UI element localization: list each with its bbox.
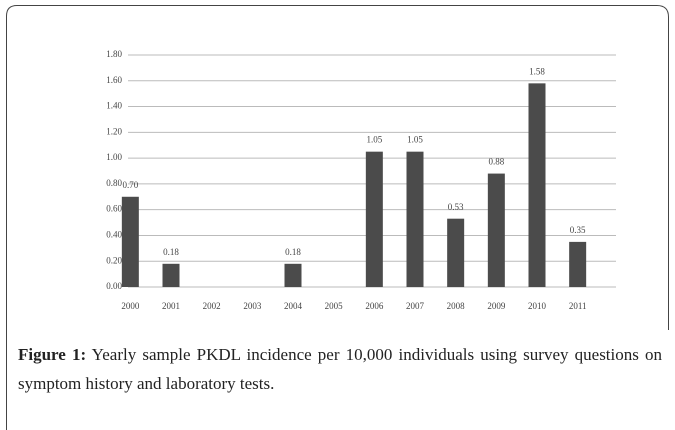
x-tick-label: 2005 bbox=[325, 301, 344, 311]
data-label: 0.88 bbox=[488, 157, 504, 167]
bar bbox=[121, 196, 139, 287]
y-tick-label: 1.20 bbox=[106, 126, 122, 136]
data-label: 0.70 bbox=[122, 180, 138, 190]
bar bbox=[569, 241, 587, 287]
x-tick-label: 2004 bbox=[284, 301, 303, 311]
x-tick-label: 2001 bbox=[162, 301, 180, 311]
y-tick-label: 0.40 bbox=[106, 230, 122, 240]
x-tick-label: 2000 bbox=[121, 301, 140, 311]
x-tick-label: 2002 bbox=[203, 301, 221, 311]
x-tick-label: 2006 bbox=[365, 301, 384, 311]
caption-label: Figure 1: bbox=[18, 345, 87, 364]
y-tick-label: 0.80 bbox=[106, 178, 122, 188]
y-tick-label: 0.60 bbox=[106, 204, 122, 214]
x-tick-label: 2009 bbox=[487, 301, 506, 311]
data-label: 1.05 bbox=[407, 135, 423, 145]
x-tick-label: 2003 bbox=[243, 301, 262, 311]
data-label: 0.53 bbox=[448, 202, 464, 212]
y-tick-label: 1.60 bbox=[106, 75, 122, 85]
caption: Figure 1: Yearly sample PKDL incidence p… bbox=[18, 340, 662, 398]
bar bbox=[447, 218, 465, 287]
x-tick-label: 2007 bbox=[406, 301, 425, 311]
y-tick-label: 0.20 bbox=[106, 255, 122, 265]
data-label: 1.05 bbox=[366, 135, 382, 145]
bar bbox=[365, 151, 383, 287]
data-label: 0.18 bbox=[163, 247, 179, 257]
bar bbox=[406, 151, 424, 287]
x-tick-label: 2011 bbox=[569, 301, 587, 311]
data-label: 0.35 bbox=[570, 225, 586, 235]
bar bbox=[528, 83, 546, 287]
y-tick-label: 0.00 bbox=[106, 281, 122, 291]
frame-border bbox=[6, 5, 669, 430]
data-label: 1.58 bbox=[529, 66, 545, 76]
y-tick-label: 1.80 bbox=[106, 49, 122, 59]
bar bbox=[487, 173, 505, 287]
x-tick-label: 2008 bbox=[447, 301, 466, 311]
data-label: 0.18 bbox=[285, 247, 301, 257]
bar bbox=[162, 263, 180, 287]
caption-text: Yearly sample PKDL incidence per 10,000 … bbox=[18, 345, 663, 393]
bar bbox=[284, 263, 302, 287]
chart: 0.00 0.20 0.40 0.60 0.80 1.00 1.20 1.40 1.60 1.80… bbox=[106, 49, 616, 311]
y-tick-label: 1.40 bbox=[106, 101, 122, 111]
x-tick-label: 2010 bbox=[528, 301, 547, 311]
y-tick-label: 1.00 bbox=[106, 152, 122, 162]
